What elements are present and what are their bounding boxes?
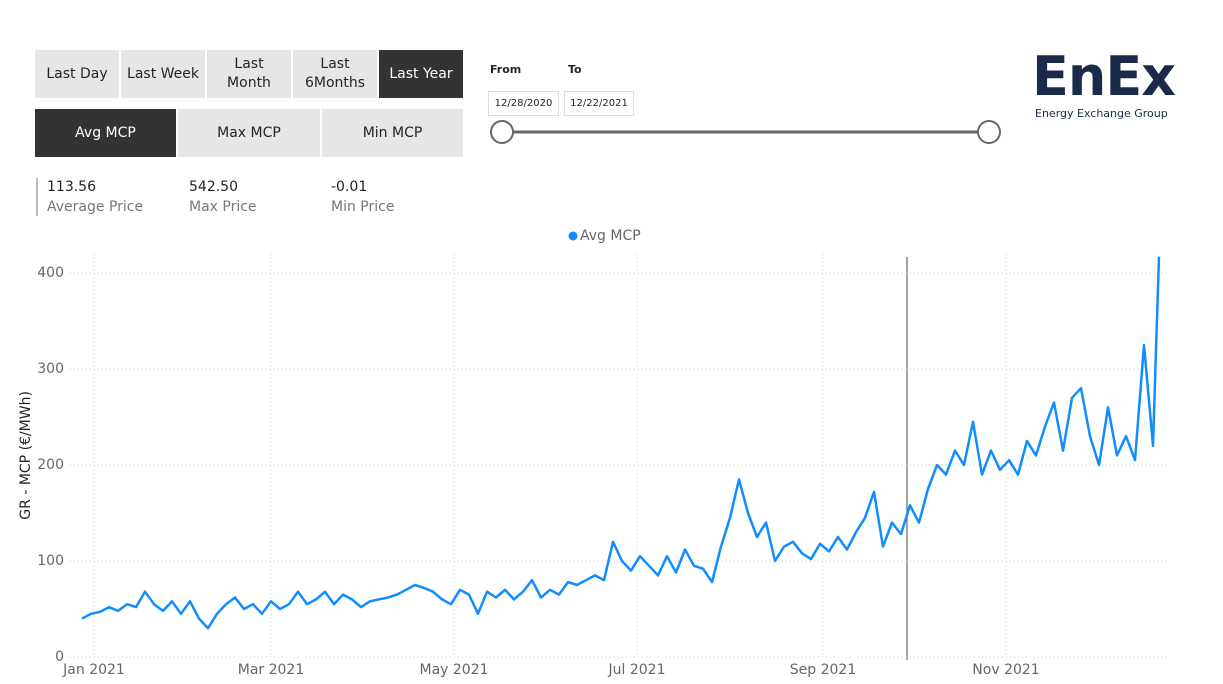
kpi-divider xyxy=(36,178,38,216)
logo: EnEx xyxy=(1032,45,1176,108)
data-line xyxy=(81,256,1161,630)
y-tick-label: 400 xyxy=(37,265,64,281)
y-tick-label: 0 xyxy=(55,649,64,665)
date-slider[interactable] xyxy=(480,115,1020,151)
y-tick-label: 200 xyxy=(37,457,64,473)
legend-label: Avg MCP xyxy=(580,228,641,244)
measure-button[interactable]: Min MCP xyxy=(322,109,463,157)
x-tick-label: May 2021 xyxy=(419,662,488,678)
kpi-value: 542.50 xyxy=(189,179,238,195)
slider-handle[interactable] xyxy=(490,120,514,144)
x-tick-label: Sep 2021 xyxy=(790,662,856,678)
kpi-label: Max Price xyxy=(189,199,257,215)
measure-button[interactable]: Max MCP xyxy=(178,109,320,157)
kpi-label: Average Price xyxy=(47,199,144,215)
period-button[interactable]: Last 6Months xyxy=(293,50,377,98)
period-button[interactable]: Last Day xyxy=(35,50,119,98)
period-button[interactable]: Last Year xyxy=(379,50,463,98)
x-tick-label: Jul 2021 xyxy=(608,662,666,678)
x-tick-label: Mar 2021 xyxy=(238,662,305,678)
kpi-value: 113.56 xyxy=(47,179,96,195)
kpi-label: Min Price xyxy=(331,199,395,215)
period-button[interactable]: Last Week xyxy=(121,50,205,98)
from-label: From xyxy=(490,63,522,76)
period-button[interactable]: Last Month xyxy=(207,50,291,98)
y-axis-label: GR - MCP (€/MWh) xyxy=(18,391,34,520)
y-tick-label: 300 xyxy=(37,361,64,377)
slider-handle[interactable] xyxy=(977,120,1001,144)
logo-tagline: Energy Exchange Group xyxy=(1035,107,1168,120)
measure-button[interactable]: Avg MCP xyxy=(35,109,176,157)
x-tick-label: Jan 2021 xyxy=(62,662,125,678)
y-tick-label: 100 xyxy=(37,553,64,569)
x-tick-label: Nov 2021 xyxy=(972,662,1039,678)
legend-marker xyxy=(568,231,578,241)
to-label: To xyxy=(568,63,582,76)
chart: 0 100 200 300 400 Jan 2021 Mar 2021 May 2021 Jul… xyxy=(18,228,1168,678)
from-date[interactable]: 12/28/2020 xyxy=(488,91,559,116)
kpi-value: -0.01 xyxy=(331,179,368,195)
to-date[interactable]: 12/22/2021 xyxy=(564,91,634,116)
